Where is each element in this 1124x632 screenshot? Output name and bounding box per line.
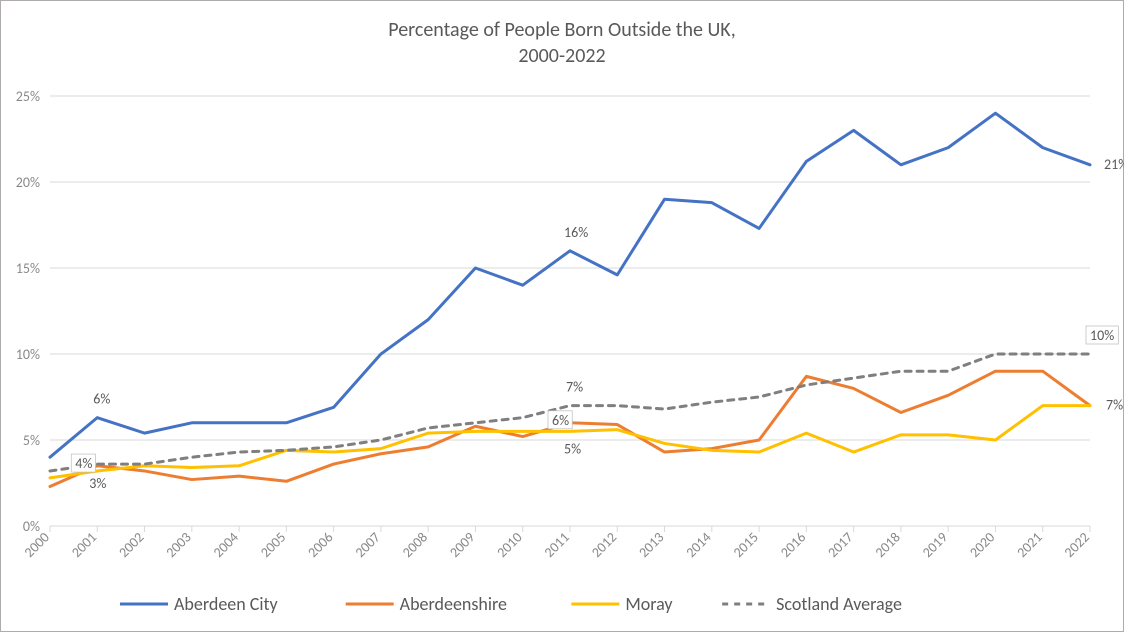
chart-svg: Percentage of People Born Outside the UK… [0,0,1124,632]
x-tick-label: 2010 [493,529,525,561]
x-tick-label: 2022 [1061,529,1093,561]
data-label: 6% [93,391,110,408]
x-tick-label: 2005 [257,529,289,561]
y-tick-label: 5% [23,432,40,449]
legend-label: Aberdeenshire [400,593,507,615]
x-tick-label: 2011 [541,529,573,561]
chart-title-line1: Percentage of People Born Outside the UK… [388,18,735,42]
x-tick-label: 2016 [777,529,809,561]
chart-frame: Percentage of People Born Outside the UK… [0,0,1124,632]
y-tick-label: 15% [16,260,40,277]
x-tick-label: 2019 [919,529,951,561]
data-label: 3% [89,475,106,492]
series-aberdeen-city [50,113,1090,457]
x-tick-label: 2012 [588,529,620,561]
x-tick-label: 2004 [210,529,242,561]
x-tick-label: 2013 [635,529,667,561]
legend-label: Scotland Average [776,593,902,615]
x-tick-label: 2002 [115,529,147,561]
x-tick-label: 2003 [163,529,195,561]
x-tick-label: 2006 [304,529,336,561]
data-label: 5% [564,440,581,457]
data-label: 7% [566,379,583,396]
x-tick-label: 2009 [446,529,478,561]
data-label: 21% [1104,156,1124,173]
x-tick-label: 2014 [683,529,715,561]
x-tick-label: 2008 [399,529,431,561]
y-tick-label: 10% [16,346,40,363]
data-label: 6% [552,412,569,429]
x-tick-label: 2015 [730,529,762,561]
x-tick-label: 2018 [872,529,904,561]
legend-label: Moray [625,593,673,615]
chart-title-line2: 2000-2022 [518,44,605,68]
y-tick-label: 25% [16,88,40,105]
x-tick-label: 2007 [352,529,384,561]
legend-label: Aberdeen City [174,593,279,615]
x-tick-label: 2020 [966,529,998,561]
data-label: 4% [75,455,92,472]
x-tick-label: 2001 [68,529,100,561]
x-tick-label: 2017 [824,529,856,561]
x-tick-label: 2021 [1013,529,1045,561]
data-label: 7% [1106,397,1123,414]
data-label: 16% [564,224,588,241]
data-label: 10% [1090,327,1114,344]
y-tick-label: 20% [16,174,40,191]
